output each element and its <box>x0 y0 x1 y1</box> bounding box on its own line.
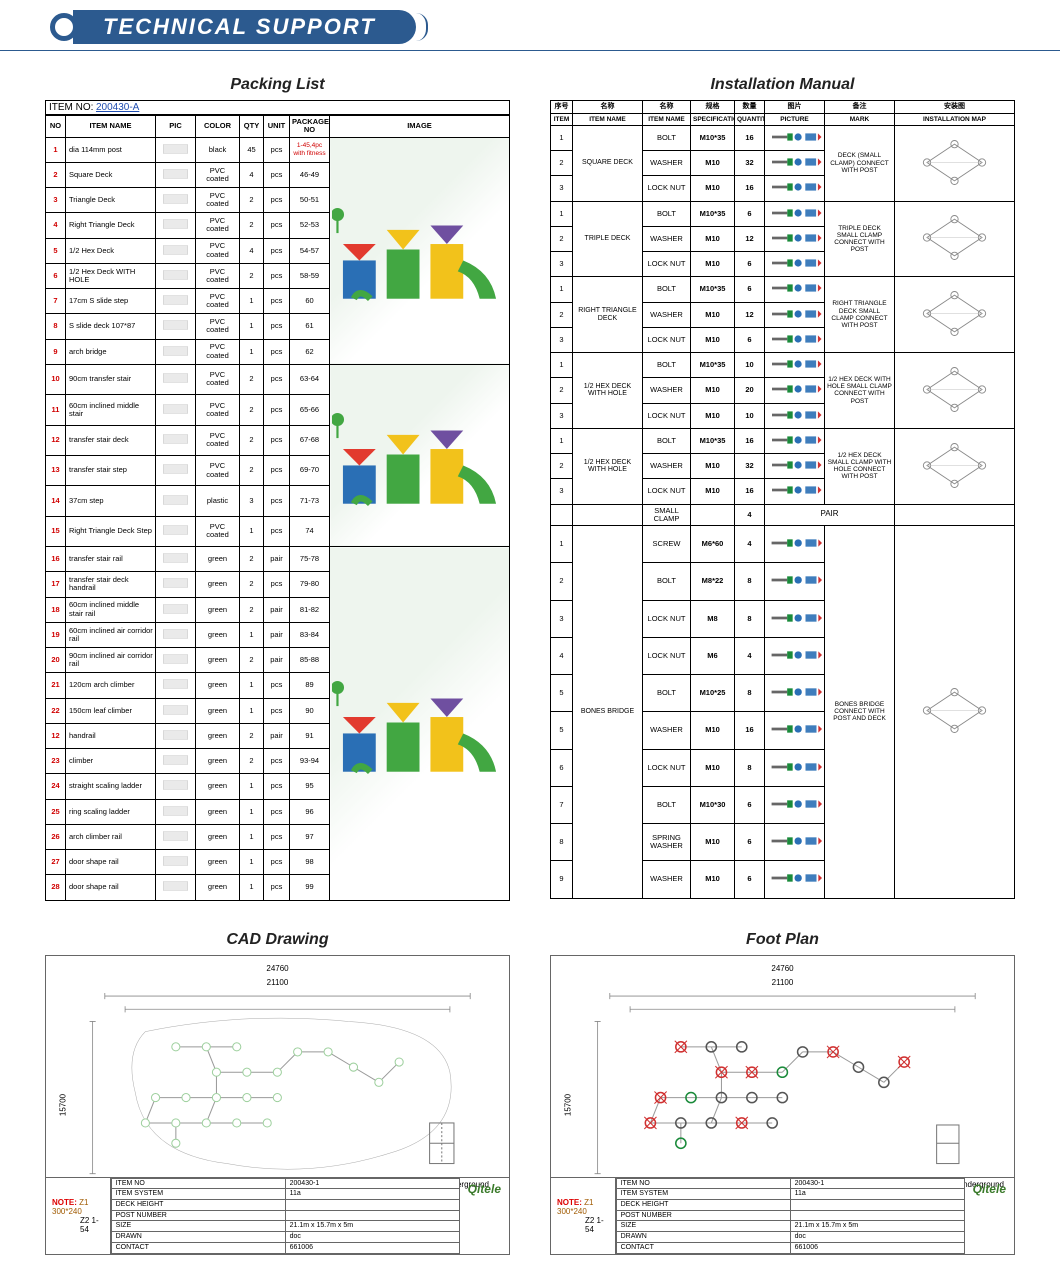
pl-header: PIC <box>156 116 196 138</box>
content-grid: Packing List ITEM NO: 200430-A NOITEM NA… <box>0 51 1060 1285</box>
foot-title: Foot Plan <box>550 931 1015 949</box>
pl-header: QTY <box>240 116 264 138</box>
install-section: Installation Manual 序号名称名称规格数量图片备注安装图ITE… <box>550 76 1015 901</box>
cad-dim-side: 15700 <box>59 1093 68 1115</box>
item-no-label: ITEM NO: <box>49 102 93 113</box>
foot-info-table: ITEM NO200430-1ITEM SYSTEM11aDECK HEIGHT… <box>616 1178 965 1254</box>
playground-image <box>330 547 510 901</box>
page-header: TECHNICAL SUPPORT <box>0 0 1060 51</box>
cad-title: CAD Drawing <box>45 931 510 949</box>
hardware-icon <box>765 824 825 861</box>
cad-section: CAD Drawing 24760 21100 15700 <box>45 931 510 1255</box>
cad-diagram <box>81 991 494 1194</box>
hardware-icon <box>765 151 825 176</box>
hardware-icon <box>765 201 825 226</box>
install-map-icon <box>895 428 1015 504</box>
hardware-icon <box>765 252 825 277</box>
page-title: TECHNICAL SUPPORT <box>73 10 416 44</box>
hardware-icon <box>765 563 825 600</box>
hardware-icon <box>765 479 825 504</box>
cad-note: NOTE: Z1 300*240 Z2 1-54 <box>46 1178 111 1254</box>
cad-dim-inner: 21100 <box>267 978 289 987</box>
pl-header: COLOR <box>196 116 240 138</box>
hardware-icon <box>765 786 825 823</box>
cad-info-table: ITEM NO200430-1ITEM SYSTEM11aDECK HEIGHT… <box>111 1178 460 1254</box>
table-row: 11/2 HEX DECK WITH HOLEBOLTM10*35101/2 H… <box>551 353 1015 378</box>
cad-nodes <box>141 1042 403 1147</box>
item-no-code: 200430-A <box>96 102 139 113</box>
install-map-icon <box>895 526 1015 899</box>
foot-nodes <box>644 1040 910 1148</box>
pl-header: NO <box>46 116 66 138</box>
pl-header: UNIT <box>264 116 290 138</box>
table-row: 1RIGHT TRIANGLE DECKBOLTM10*356RIGHT TRI… <box>551 277 1015 302</box>
cad-brand: Qitele <box>460 1178 509 1254</box>
install-map-icon <box>895 353 1015 429</box>
hardware-icon <box>765 226 825 251</box>
table-row: 1090cm transfer stairPVC coated2pcs63-64 <box>46 364 510 394</box>
hardware-icon <box>765 327 825 352</box>
foot-brand: Qitele <box>965 1178 1014 1254</box>
hardware-icon <box>765 428 825 453</box>
pl-header: PACKAGE NO <box>290 116 330 138</box>
hardware-icon <box>765 600 825 637</box>
install-title: Installation Manual <box>550 76 1015 94</box>
packing-list-section: Packing List ITEM NO: 200430-A NOITEM NA… <box>45 76 510 901</box>
hardware-icon <box>765 176 825 201</box>
foot-footer: NOTE: Z1 300*240 Z2 1-54 ITEM NO200430-1… <box>551 1177 1014 1254</box>
foot-section: Foot Plan 24760 21100 15700 <box>550 931 1015 1255</box>
table-row: SMALL CLAMP4PAIR <box>551 504 1015 526</box>
table-row: 1TRIPLE DECKBOLTM10*356TRIPLE DECK SMALL… <box>551 201 1015 226</box>
header-bullet-icon <box>50 13 78 41</box>
table-row: 11/2 HEX DECK WITH HOLEBOLTM10*35161/2 H… <box>551 428 1015 453</box>
hardware-icon <box>765 403 825 428</box>
install-table: 序号名称名称规格数量图片备注安装图ITEMITEM NAMEITEM NAMES… <box>550 100 1015 899</box>
hardware-icon <box>765 302 825 327</box>
cad-dim-outer: 24760 <box>266 964 288 973</box>
hardware-icon <box>765 526 825 563</box>
hardware-icon <box>765 277 825 302</box>
packing-table: NOITEM NAMEPICCOLORQTYUNITPACKAGE NOIMAG… <box>45 115 510 901</box>
install-map-icon <box>895 201 1015 277</box>
hardware-icon <box>765 749 825 786</box>
hardware-icon <box>765 861 825 898</box>
hardware-icon <box>765 675 825 712</box>
install-map-icon <box>895 125 1015 201</box>
foot-svg <box>586 991 999 1194</box>
hardware-icon <box>765 712 825 749</box>
table-row: 1BONES BRIDGESCREWM6*604BONES BRIDGE CON… <box>551 526 1015 563</box>
cad-svg <box>81 991 494 1194</box>
foot-dim-inner: 21100 <box>772 978 794 987</box>
table-row: 16transfer stair railgreen2pair75-78 <box>46 547 510 572</box>
table-row: 1SQUARE DECKBOLTM10*3516DECK (SMALL CLAM… <box>551 125 1015 150</box>
playground-image <box>330 364 510 546</box>
item-number-row: ITEM NO: 200430-A <box>45 100 510 115</box>
foot-box: 24760 21100 15700 post undergr <box>550 955 1015 1255</box>
hardware-icon <box>765 125 825 150</box>
cad-boundary <box>132 1018 451 1169</box>
install-map-icon <box>895 277 1015 353</box>
foot-diagram <box>586 991 999 1194</box>
hardware-icon <box>765 637 825 674</box>
pl-header: ITEM NAME <box>66 116 156 138</box>
foot-dim-outer: 24760 <box>771 964 793 973</box>
pl-header: IMAGE <box>330 116 510 138</box>
hardware-icon <box>765 454 825 479</box>
hardware-icon <box>765 378 825 403</box>
foot-dim-side: 15700 <box>564 1093 573 1115</box>
packing-title: Packing List <box>45 76 510 94</box>
table-row: 1dia 114mm postblack45pcs1-45,4pc with f… <box>46 137 510 162</box>
playground-image <box>330 137 510 364</box>
cad-footer: NOTE: Z1 300*240 Z2 1-54 ITEM NO200430-1… <box>46 1177 509 1254</box>
hardware-icon <box>765 353 825 378</box>
cad-box: 24760 21100 15700 <box>45 955 510 1255</box>
foot-note: NOTE: Z1 300*240 Z2 1-54 <box>551 1178 616 1254</box>
